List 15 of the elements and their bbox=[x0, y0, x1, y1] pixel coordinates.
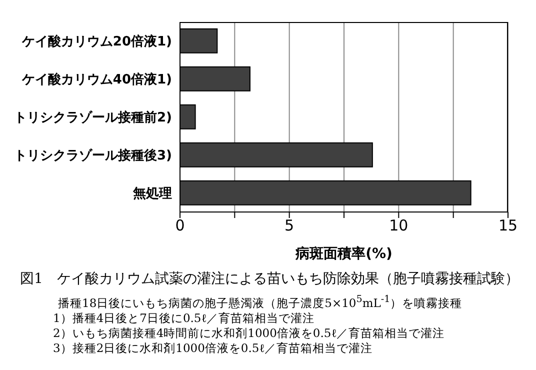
y-tick-label: トリシクラゾール接種後3) bbox=[14, 148, 172, 164]
x-tick-label: 10 bbox=[389, 216, 408, 235]
text: 播種18日後にいもち病菌の胞子懸濁液（胞子濃度5×10$^{5}$mL$^{-1}$）を噴霧接種 bbox=[58, 293, 464, 311]
text: 3）接種2日後に水和剤1000倍液を0.5ℓ／育苗箱相当で灌注 bbox=[53, 340, 374, 356]
x-tick-label: 0 bbox=[175, 216, 185, 235]
text: 2）いもち病菌接種4時間前に水和剤1000倍液を0.5ℓ／育苗箱相当で灌注 bbox=[53, 326, 446, 341]
text: 1）播種4日後と7日後に0.5ℓ／育苗箱相当で灌注 bbox=[53, 310, 316, 326]
x-tick-label: 5 bbox=[284, 216, 294, 235]
x-tick-label: 15 bbox=[498, 216, 518, 235]
x-axis-title: 病斑面積率(%) bbox=[294, 245, 392, 262]
y-tick-label: 無処理 bbox=[132, 186, 172, 202]
y-tick-label: ケイ酸カリウム20倍液1) bbox=[20, 34, 172, 50]
y-tick-label: トリシクラゾール接種前2) bbox=[14, 110, 172, 126]
y-tick-label: ケイ酸カリウム40倍液1) bbox=[20, 72, 172, 88]
text: 図1 ケイ酸カリウム試薬の灌注による苗いもち防除効果（胞子噴霧接種試験） bbox=[20, 270, 520, 288]
